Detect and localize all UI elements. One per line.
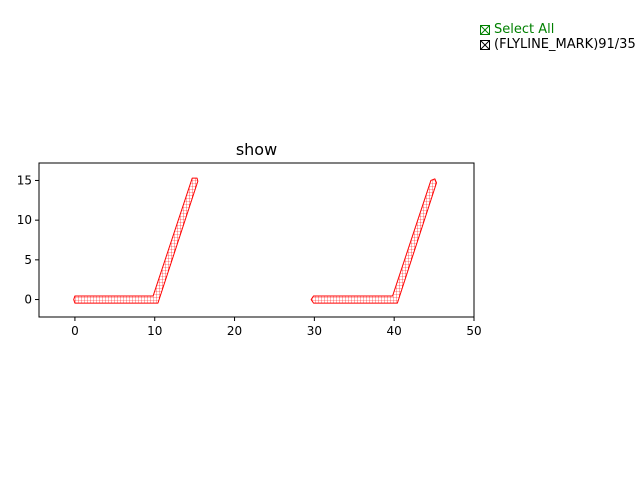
layer-toggle[interactable]: (FLYLINE_MARK)91/35 — [480, 37, 636, 52]
flyline-shape-1 — [73, 177, 199, 304]
plot-marks — [73, 177, 437, 304]
x-tick-label: 0 — [71, 324, 79, 338]
flyline-shape-2 — [310, 178, 437, 304]
select-all-label: Select All — [494, 22, 555, 37]
x-tick-label: 30 — [307, 324, 322, 338]
x-axis: 0 10 20 30 40 50 — [71, 317, 482, 338]
y-tick-label: 15 — [17, 173, 32, 187]
y-tick-label: 10 — [17, 213, 32, 227]
legend: Select All (FLYLINE_MARK)91/35 — [480, 22, 636, 52]
layer-label: (FLYLINE_MARK)91/35 — [494, 37, 636, 52]
layer-checkbox-icon[interactable] — [480, 39, 490, 50]
x-tick-label: 40 — [387, 324, 402, 338]
x-tick-label: 20 — [227, 324, 242, 338]
plot-frame — [38, 162, 475, 318]
select-all-toggle[interactable]: Select All — [480, 22, 636, 37]
select-all-checkbox-icon[interactable] — [480, 24, 490, 35]
x-tick-label: 10 — [147, 324, 162, 338]
chart-title: show — [236, 140, 277, 159]
y-tick-label: 5 — [24, 253, 32, 267]
x-tick-label: 50 — [466, 324, 481, 338]
y-axis: 0 5 10 15 — [17, 173, 39, 307]
y-tick-label: 0 — [24, 293, 32, 307]
